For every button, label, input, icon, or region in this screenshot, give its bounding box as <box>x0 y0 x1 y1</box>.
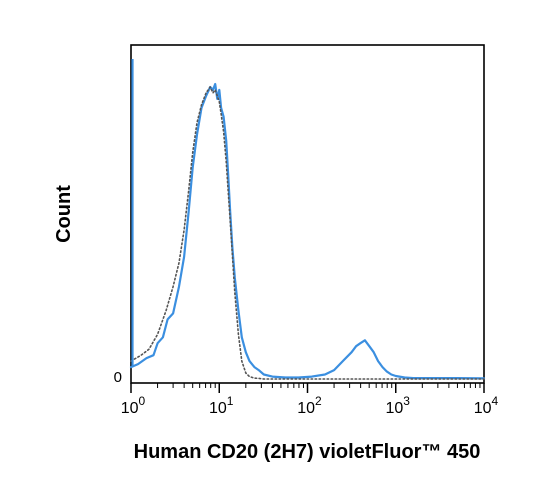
plot-frame <box>130 44 485 384</box>
x-axis-label: Human CD20 (2H7) violetFluor™ 450 <box>134 441 481 463</box>
x-tick-label: 101 <box>209 394 234 417</box>
x-tick-label-base: 10 <box>386 400 404 417</box>
series-line-solid <box>129 82 486 380</box>
x-tick-label-base: 10 <box>474 400 492 417</box>
x-tick-label-base: 10 <box>121 400 139 417</box>
x-tick-label: 100 <box>121 394 146 417</box>
x-tick-label: 104 <box>474 394 499 417</box>
y-axis-label: Count <box>53 185 75 243</box>
x-tick-label-exponent: 4 <box>492 394 499 408</box>
x-tick-label-base: 10 <box>297 400 315 417</box>
x-tick-label-exponent: 3 <box>403 394 410 408</box>
x-tick-label-exponent: 2 <box>315 394 322 408</box>
x-tick-label-exponent: 1 <box>227 394 234 408</box>
x-tick-label-exponent: 0 <box>139 394 146 408</box>
x-tick-label: 102 <box>297 394 322 417</box>
y-tick-label: 0 <box>114 369 122 386</box>
series-line-dotted <box>130 86 485 380</box>
axis-ticks <box>130 383 485 393</box>
x-tick-label: 103 <box>386 394 411 417</box>
x-tick-label-base: 10 <box>209 400 227 417</box>
series-layer <box>129 59 486 380</box>
